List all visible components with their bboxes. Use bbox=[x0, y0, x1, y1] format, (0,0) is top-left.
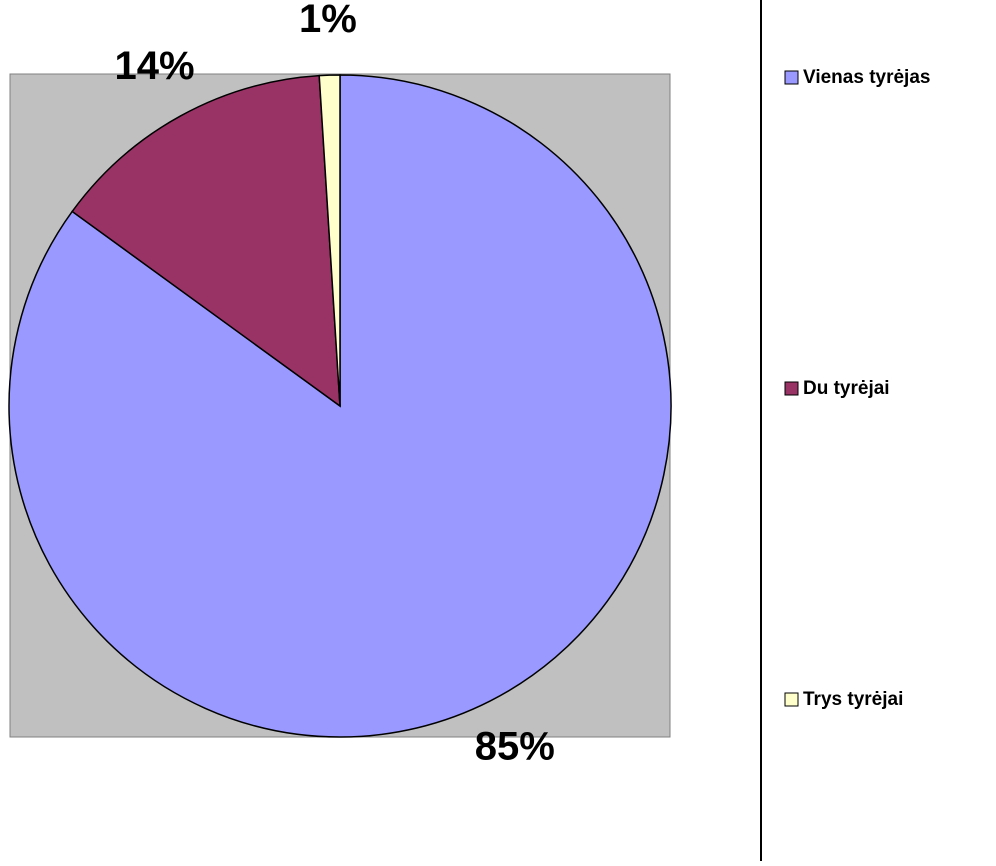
data-label: 85% bbox=[475, 725, 555, 769]
legend-swatch bbox=[784, 692, 799, 707]
legend-label: Vienas tyrėjas bbox=[803, 67, 930, 88]
data-label: 1% bbox=[299, 0, 357, 41]
legend-label: Du tyrėjai bbox=[803, 378, 890, 399]
legend-swatch bbox=[784, 70, 799, 85]
legend-label: Trys tyrėjai bbox=[803, 689, 903, 710]
data-label: 14% bbox=[114, 44, 194, 88]
legend-swatch bbox=[784, 381, 799, 396]
pie-slice bbox=[71, 74, 341, 408]
pie-slice bbox=[318, 74, 341, 407]
